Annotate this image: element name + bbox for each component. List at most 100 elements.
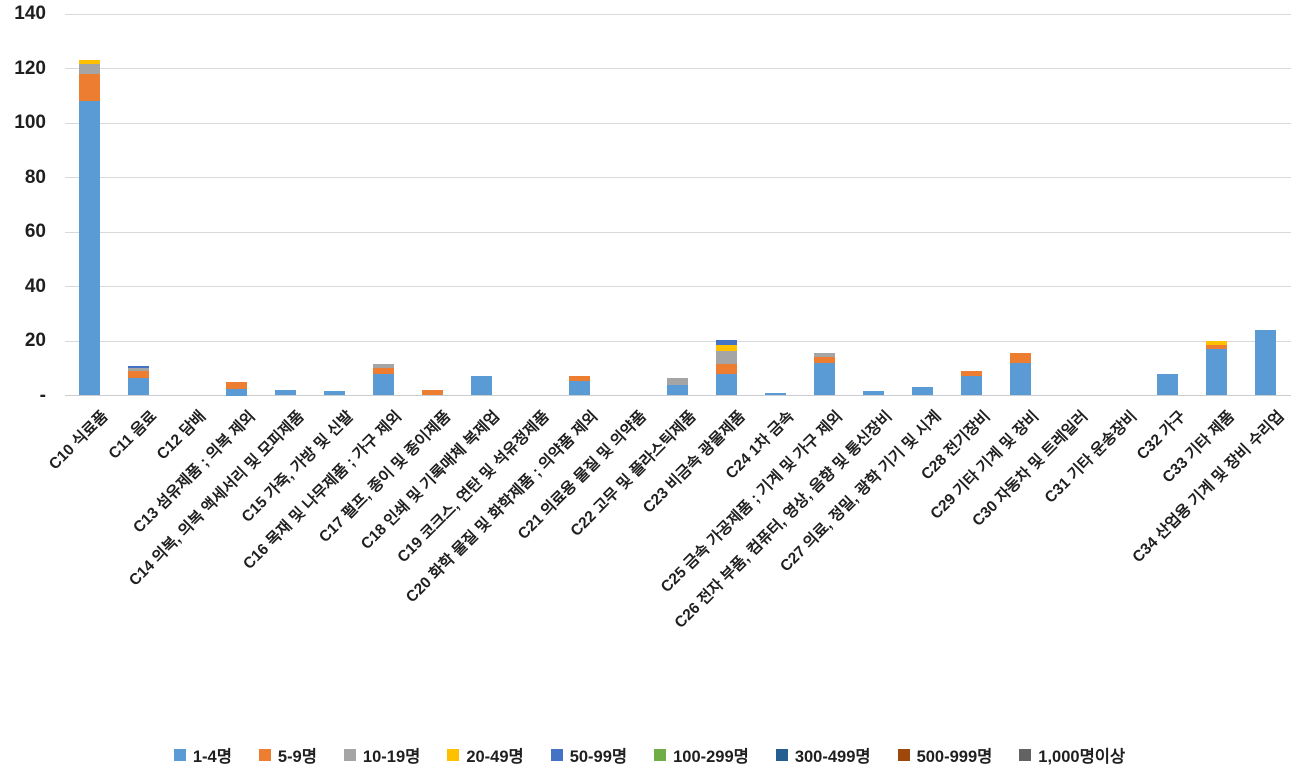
x-category-label: C16 목재 및 나무제품 ; 가구 제외	[240, 407, 406, 573]
x-category-label: C27 의료, 정밀, 광학 기기 및 시계	[776, 407, 945, 576]
x-category-label: C19 코크스, 연탄 및 석유정제품	[394, 407, 553, 567]
bar-segment	[716, 345, 737, 351]
y-tick-label: 20	[24, 330, 46, 351]
bar-segment	[324, 391, 345, 396]
legend-label: 100-299명	[673, 748, 749, 766]
bar-segment	[1010, 362, 1031, 396]
x-axis-line	[65, 395, 1291, 396]
bar-segment	[569, 380, 590, 396]
x-category-label: C10 식료품	[45, 407, 112, 474]
x-category-label: C13 섬유제품 ; 의복 제외	[129, 407, 259, 537]
bar-segment	[814, 353, 835, 358]
legend-label: 1-4명	[192, 748, 232, 766]
bar-segment	[667, 384, 688, 396]
bar-segment	[814, 357, 835, 363]
bar-segment	[912, 387, 933, 396]
legend-swatch-icon	[775, 749, 788, 761]
bar-segment	[961, 376, 982, 396]
legend-label: 10-19명	[362, 748, 421, 766]
bar-segment	[1206, 349, 1227, 396]
y-tick-label: 140	[14, 3, 46, 24]
bar-segment	[226, 388, 247, 396]
legend-swatch-icon	[654, 749, 667, 761]
y-tick-label: 60	[24, 221, 46, 242]
plot-area	[65, 0, 1291, 397]
x-category-label: C18 인쇄 및 기록매체 복제업	[358, 407, 504, 553]
bar-segment	[226, 381, 247, 389]
bar-segment	[961, 370, 982, 377]
legend-swatch-icon	[1019, 749, 1032, 761]
y-tick-label: 100	[14, 112, 46, 133]
bar-segment	[569, 376, 590, 381]
legend-item: 10-19명	[343, 743, 421, 767]
bar-segment	[1255, 330, 1276, 396]
x-category-label: C32 가구	[1134, 407, 1190, 464]
x-category-label: C26 전자 부품, 컴퓨터, 영상, 음향 및 통신장비	[671, 407, 896, 632]
bar-segment	[79, 64, 100, 74]
y-tick-label: 120	[14, 57, 46, 79]
bar-segment	[814, 362, 835, 396]
bar-segment	[1206, 345, 1227, 350]
x-category-label: C33 기타 제품	[1159, 407, 1239, 487]
gridline	[65, 231, 1291, 233]
bar-segment	[128, 377, 149, 396]
x-category-label: C21 의료용 물질 및 의약품	[515, 407, 651, 543]
bar-segment	[1206, 341, 1227, 346]
y-tick-label: -	[39, 384, 46, 406]
legend-item: 5-9명	[258, 743, 317, 767]
bar-segment	[422, 390, 443, 396]
bar-segment	[1157, 373, 1178, 396]
legend-label: 1,000명이상	[1038, 748, 1126, 766]
legend-item: 1-4명	[173, 743, 232, 767]
legend-label: 50-99명	[569, 748, 628, 766]
x-category-label: C20 화학 물질 및 화학제품 ; 의약품 제외	[403, 407, 602, 607]
gridline	[65, 286, 1291, 287]
bar-segment	[128, 368, 149, 371]
y-tick-label: 80	[24, 166, 46, 188]
bar-segment	[716, 364, 737, 374]
bar-segment	[79, 101, 100, 396]
bar-segment	[128, 370, 149, 378]
gridline	[65, 13, 1291, 15]
x-category-label: C29 기타 기계 및 장비	[927, 407, 1043, 523]
legend-item: 50-99명	[550, 743, 628, 767]
legend-swatch-icon	[343, 749, 356, 761]
x-category-label: C17 펄프, 종이 및 종이제품	[316, 407, 455, 546]
bar-segment	[863, 391, 884, 396]
legend-label: 20-49명	[466, 748, 524, 766]
x-category-label: C31 기타 운송장비	[1041, 407, 1141, 507]
legend-swatch-icon	[258, 749, 271, 761]
legend-swatch-icon	[173, 749, 186, 761]
bar-segment	[373, 373, 394, 396]
x-category-label: C22 고무 및 플라스틱제품	[567, 407, 700, 540]
x-category-label: C23 비금속 광물제품	[639, 407, 749, 517]
bar-segment	[128, 365, 149, 369]
bar-segment	[79, 60, 100, 65]
gridline	[65, 122, 1291, 124]
gridline	[65, 68, 1291, 69]
legend-label: 5-9명	[277, 748, 317, 766]
gridline	[65, 177, 1291, 178]
legend: 1-4명 5-9명 10-19명 20-49명 50-99명 100-299명 300-49…	[0, 743, 1299, 767]
x-category-label: C15 가죽, 가방 및 신발	[238, 407, 357, 526]
x-category-label: C34 산업용 기계 및 장비 수리업	[1129, 407, 1288, 567]
bar-segment	[716, 339, 737, 346]
bar-segment	[765, 392, 786, 396]
x-category-label: C11 음료	[105, 407, 161, 463]
bar-segment	[79, 73, 100, 102]
bar-segment	[716, 350, 737, 365]
legend-item: 100-299명	[654, 743, 749, 767]
bar-segment	[716, 373, 737, 396]
x-category-label: C14 의복, 의복 액세서리 및 모피제품	[125, 407, 308, 590]
legend-label: 500-999명	[916, 748, 993, 766]
legend-swatch-icon	[897, 749, 910, 761]
legend-label: 300-499명	[794, 748, 871, 766]
y-tick-label: 40	[24, 275, 46, 297]
bar-segment	[667, 377, 688, 385]
x-category-label: C12 담배	[154, 407, 210, 464]
legend-item: 500-999명	[897, 743, 993, 767]
bar-segment	[275, 390, 296, 396]
x-category-label: C28 전기장비	[917, 407, 994, 484]
x-category-label: C30 자동차 및 트레일러	[969, 407, 1092, 530]
